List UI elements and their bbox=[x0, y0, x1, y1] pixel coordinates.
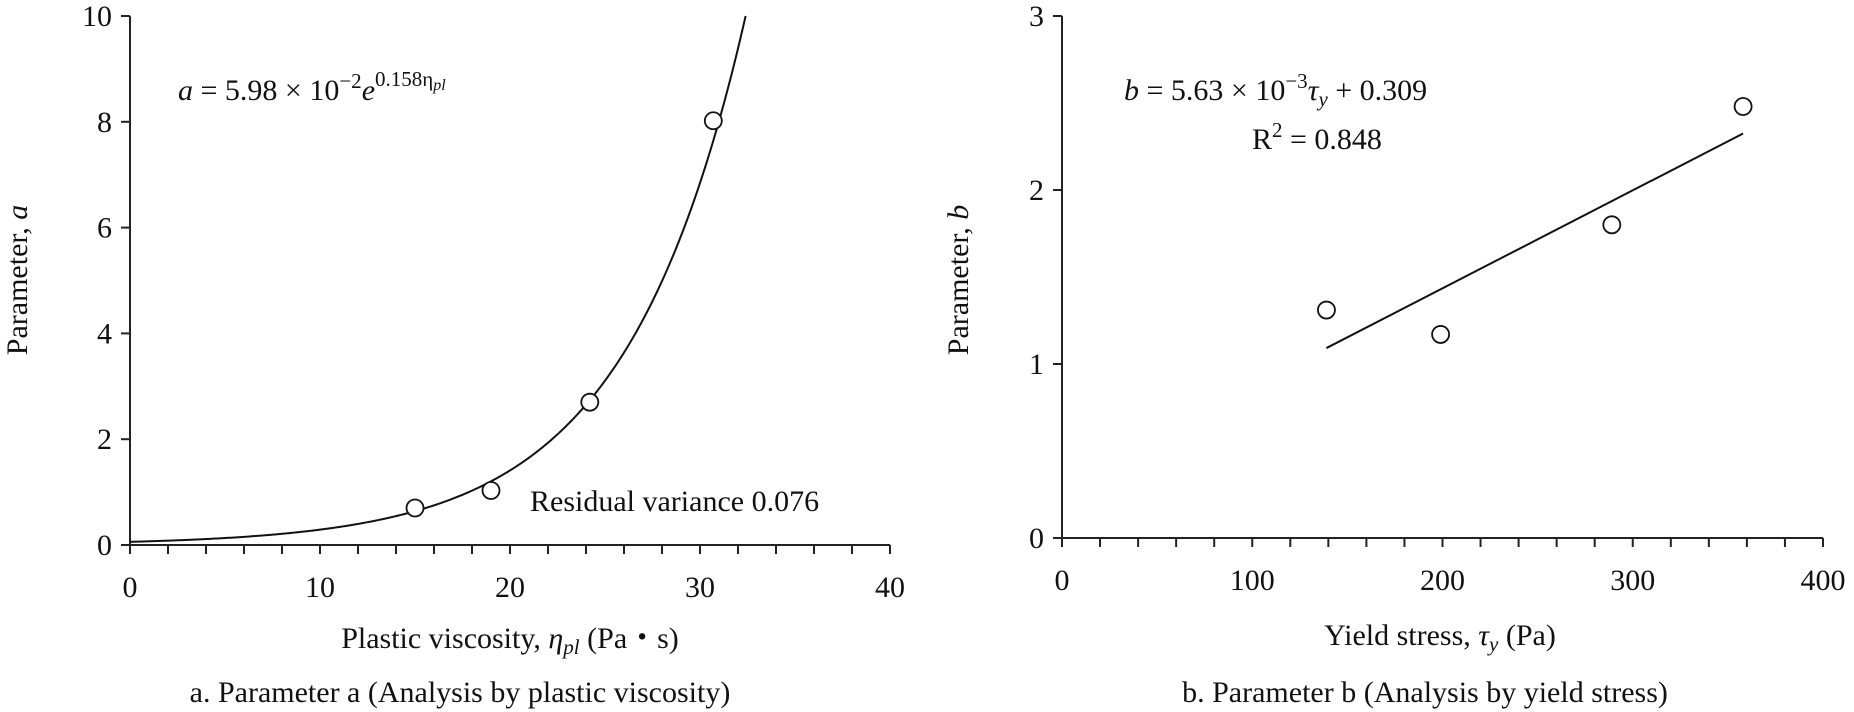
chart-a-fit-curve bbox=[129, 15, 747, 543]
x-tick-label: 300 bbox=[1610, 564, 1655, 597]
chart-b-y-axis-label: Parameter, b bbox=[942, 205, 975, 355]
x-tick-label: 40 bbox=[875, 571, 905, 604]
linear-fit-line bbox=[1325, 132, 1744, 349]
x-tick-label: 200 bbox=[1420, 564, 1465, 597]
exponential-fit-curve bbox=[129, 15, 747, 543]
x-tick-label: 400 bbox=[1801, 564, 1846, 597]
chart-a-points bbox=[405, 111, 723, 518]
data-point bbox=[703, 111, 723, 131]
x-tick-label: 10 bbox=[305, 571, 335, 604]
x-tick-label: 0 bbox=[123, 571, 138, 604]
y-tick-label: 6 bbox=[97, 212, 112, 245]
chart-a-x-axis-label: Plastic viscosity, ηpl (Pa・s) bbox=[341, 622, 679, 659]
y-tick-label: 4 bbox=[97, 317, 112, 350]
chart-a-residual-variance: Residual variance 0.076 bbox=[530, 485, 819, 518]
chart-b-fit-line bbox=[1325, 132, 1744, 349]
y-tick-label: 2 bbox=[1029, 174, 1044, 207]
chart-b-points bbox=[1317, 97, 1753, 344]
chart-a-y-axis-label: Parameter, a bbox=[1, 205, 34, 355]
data-point bbox=[1733, 97, 1753, 116]
y-tick-label: 8 bbox=[97, 106, 112, 139]
data-point bbox=[405, 498, 425, 518]
data-point bbox=[1317, 300, 1336, 320]
y-tick-label: 0 bbox=[1029, 522, 1044, 555]
chart-b: 0 100 200 300 400 0 1 2 3 b = 5.63 × 10−3τy + 0.… bbox=[942, 0, 1846, 709]
chart-b-x-axis-label: Yield stress, τy (Pa) bbox=[1324, 619, 1556, 656]
data-point bbox=[1431, 325, 1450, 344]
y-tick-label: 2 bbox=[97, 423, 112, 456]
y-tick-label: 1 bbox=[1029, 348, 1044, 381]
chart-a-ticks: 0 10 20 30 40 0 2 4 6 8 10 bbox=[82, 0, 905, 604]
chart-b-ticks: 0 100 200 300 400 0 1 2 3 bbox=[1029, 0, 1846, 597]
x-tick-label: 20 bbox=[495, 571, 525, 604]
chart-b-equation: b = 5.63 × 10−3τy + 0.309 bbox=[1124, 69, 1427, 111]
x-tick-label: 100 bbox=[1230, 564, 1275, 597]
chart-a-equation: a = 5.98 × 10−2e0.158ηpl bbox=[178, 67, 446, 107]
y-tick-label: 0 bbox=[97, 529, 112, 562]
chart-b-r-squared: R2 = 0.848 bbox=[1252, 118, 1382, 156]
y-tick-label: 3 bbox=[1029, 0, 1044, 33]
data-point bbox=[580, 392, 600, 412]
data-point bbox=[481, 481, 501, 500]
x-tick-label: 30 bbox=[685, 571, 715, 604]
chart-b-caption: b. Parameter b (Analysis by yield stress… bbox=[1182, 676, 1668, 709]
chart-a-caption: a. Parameter a (Analysis by plastic visc… bbox=[190, 676, 731, 709]
data-point bbox=[1602, 215, 1622, 235]
x-tick-label: 0 bbox=[1055, 564, 1070, 597]
chart-a: 0 10 20 30 40 0 2 4 6 8 10 a = 5.98 × 10−2e0.158ηp… bbox=[1, 0, 905, 709]
y-tick-label: 10 bbox=[82, 0, 112, 33]
